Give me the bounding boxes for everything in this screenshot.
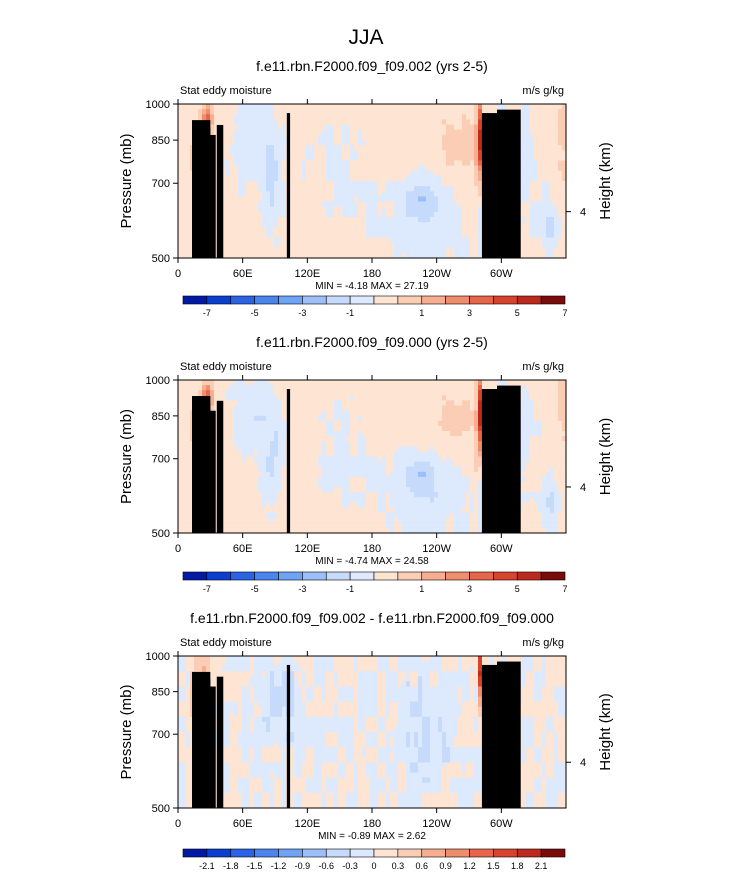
colorbar-label: 1.5 — [487, 861, 500, 871]
x-tick-label: 180 — [363, 818, 381, 830]
y-tick-label: 850 — [152, 411, 170, 423]
y2-axis-label: Height (km) — [597, 693, 614, 771]
x-tick-label: 0 — [175, 268, 181, 280]
min-max-stats: MIN = -4.18 MAX = 27.19 — [315, 281, 429, 292]
y2-axis-label: Height (km) — [597, 418, 614, 496]
colorbar-label: -1.2 — [271, 861, 287, 871]
x-tick-label: 60W — [490, 543, 513, 555]
colorbar-label: 7 — [562, 308, 567, 318]
x-tick-label: 0 — [175, 543, 181, 555]
colorbar-label: 7 — [562, 584, 567, 594]
x-tick-label: 120W — [422, 543, 451, 555]
y-tick-label: 700 — [152, 729, 170, 741]
y-tick-label: 700 — [152, 454, 170, 466]
panel-title: f.e11.rbn.F2000.f09_f09.002 - f.e11.rbn.… — [190, 610, 554, 626]
chart-panel-3: f.e11.rbn.F2000.f09_f09.002 - f.e11.rbn.… — [118, 610, 614, 871]
topography — [192, 385, 521, 533]
colorbar-label: -7 — [203, 308, 211, 318]
panel-title: f.e11.rbn.F2000.f09_f09.002 (yrs 2-5) — [256, 58, 488, 74]
colorbar-label: 5 — [515, 308, 520, 318]
colorbar-label: 2.1 — [535, 861, 548, 871]
colorbar-label: -3 — [298, 584, 306, 594]
colorbar: -2.1 -1.8 -1.5 -1.2 -0.9 -0.6 -0.3 0 0.3 0.6 0.9 1.… — [182, 848, 566, 871]
right-label: m/s g/kg — [522, 85, 564, 97]
chart-panel-1: f.e11.rbn.F2000.f09_f09.002 (yrs 2-5) Sta… — [118, 58, 614, 318]
x-tick-label: 180 — [363, 268, 381, 280]
min-max-stats: MIN = -0.89 MAX = 2.62 — [318, 831, 426, 842]
panel-title: f.e11.rbn.F2000.f09_f09.000 (yrs 2-5) — [256, 334, 488, 350]
colorbar-label: -1 — [346, 308, 354, 318]
x-tick-label: 60E — [233, 818, 253, 830]
colorbar-label: -1.5 — [247, 861, 263, 871]
y2-axis-label: Height (km) — [597, 142, 614, 220]
x-tick-label: 120E — [294, 818, 320, 830]
y-tick-label: 500 — [152, 253, 170, 265]
right-label: m/s g/kg — [522, 637, 564, 649]
x-tick-label: 120E — [294, 268, 320, 280]
x-tick-label: 180 — [363, 543, 381, 555]
min-max-stats: MIN = -4.74 MAX = 24.58 — [315, 556, 429, 567]
x-tick-label: 60E — [233, 268, 253, 280]
colorbar-label: -7 — [203, 584, 211, 594]
y-axis-label: Pressure (mb) — [118, 133, 135, 228]
x-tick-label: 120W — [422, 818, 451, 830]
x-tick-label: 120W — [422, 268, 451, 280]
colorbar-label: 3 — [467, 584, 472, 594]
colorbar-label: -1.8 — [223, 861, 239, 871]
y2-tick-label: 4 — [580, 207, 586, 219]
colorbar-label: -3 — [298, 308, 306, 318]
y-tick-label: 500 — [152, 803, 170, 815]
x-tick-label: 60E — [233, 543, 253, 555]
colorbar-label: -2.1 — [199, 861, 215, 871]
x-tick-label: 0 — [175, 818, 181, 830]
colorbar-label: 1.2 — [463, 861, 476, 871]
y-tick-label: 1000 — [146, 651, 170, 663]
y-axis-label: Pressure (mb) — [118, 684, 135, 779]
colorbar-label: -5 — [251, 584, 259, 594]
left-label: Stat eddy moisture — [180, 361, 272, 373]
colorbar-label: 0.3 — [392, 861, 405, 871]
colorbar-label: -1 — [346, 584, 354, 594]
colorbar-label: 5 — [515, 584, 520, 594]
y-tick-label: 850 — [152, 687, 170, 699]
x-tick-label: 60W — [490, 818, 513, 830]
colorbar-label: -0.3 — [342, 861, 358, 871]
page-title: JJA — [348, 26, 383, 49]
y-tick-label: 500 — [152, 528, 170, 540]
y2-tick-label: 4 — [580, 757, 586, 769]
topography — [192, 109, 521, 258]
right-label: m/s g/kg — [522, 361, 564, 373]
y2-tick-label: 4 — [580, 482, 586, 494]
y-tick-label: 700 — [152, 178, 170, 190]
colorbar-label: -5 — [251, 308, 259, 318]
colorbar-label: -0.6 — [318, 861, 334, 871]
left-label: Stat eddy moisture — [180, 85, 272, 97]
colorbar: -7 -5 -3 -1 1 3 5 7 — [182, 571, 568, 594]
panels-group: f.e11.rbn.F2000.f09_f09.002 (yrs 2-5) Sta… — [118, 58, 614, 871]
colorbar-label: 1 — [419, 584, 424, 594]
colorbar-label: 1 — [419, 308, 424, 318]
x-tick-label: 120E — [294, 543, 320, 555]
topography — [192, 661, 521, 808]
colorbar-label: 0.9 — [439, 861, 452, 871]
colorbar-label: 0.6 — [415, 861, 428, 871]
colorbar-label: -0.9 — [295, 861, 311, 871]
colorbar-label: 1.8 — [511, 861, 524, 871]
left-label: Stat eddy moisture — [180, 637, 272, 649]
colorbar-label: 0 — [371, 861, 376, 871]
x-tick-label: 60W — [490, 268, 513, 280]
y-tick-label: 1000 — [146, 99, 170, 111]
chart-panel-2: f.e11.rbn.F2000.f09_f09.000 (yrs 2-5) Sta… — [118, 334, 614, 594]
colorbar-label: 3 — [467, 308, 472, 318]
colorbar: -7 -5 -3 -1 1 3 5 7 — [182, 295, 568, 318]
y-tick-label: 850 — [152, 135, 170, 147]
y-tick-label: 1000 — [146, 375, 170, 387]
y-axis-label: Pressure (mb) — [118, 409, 135, 504]
